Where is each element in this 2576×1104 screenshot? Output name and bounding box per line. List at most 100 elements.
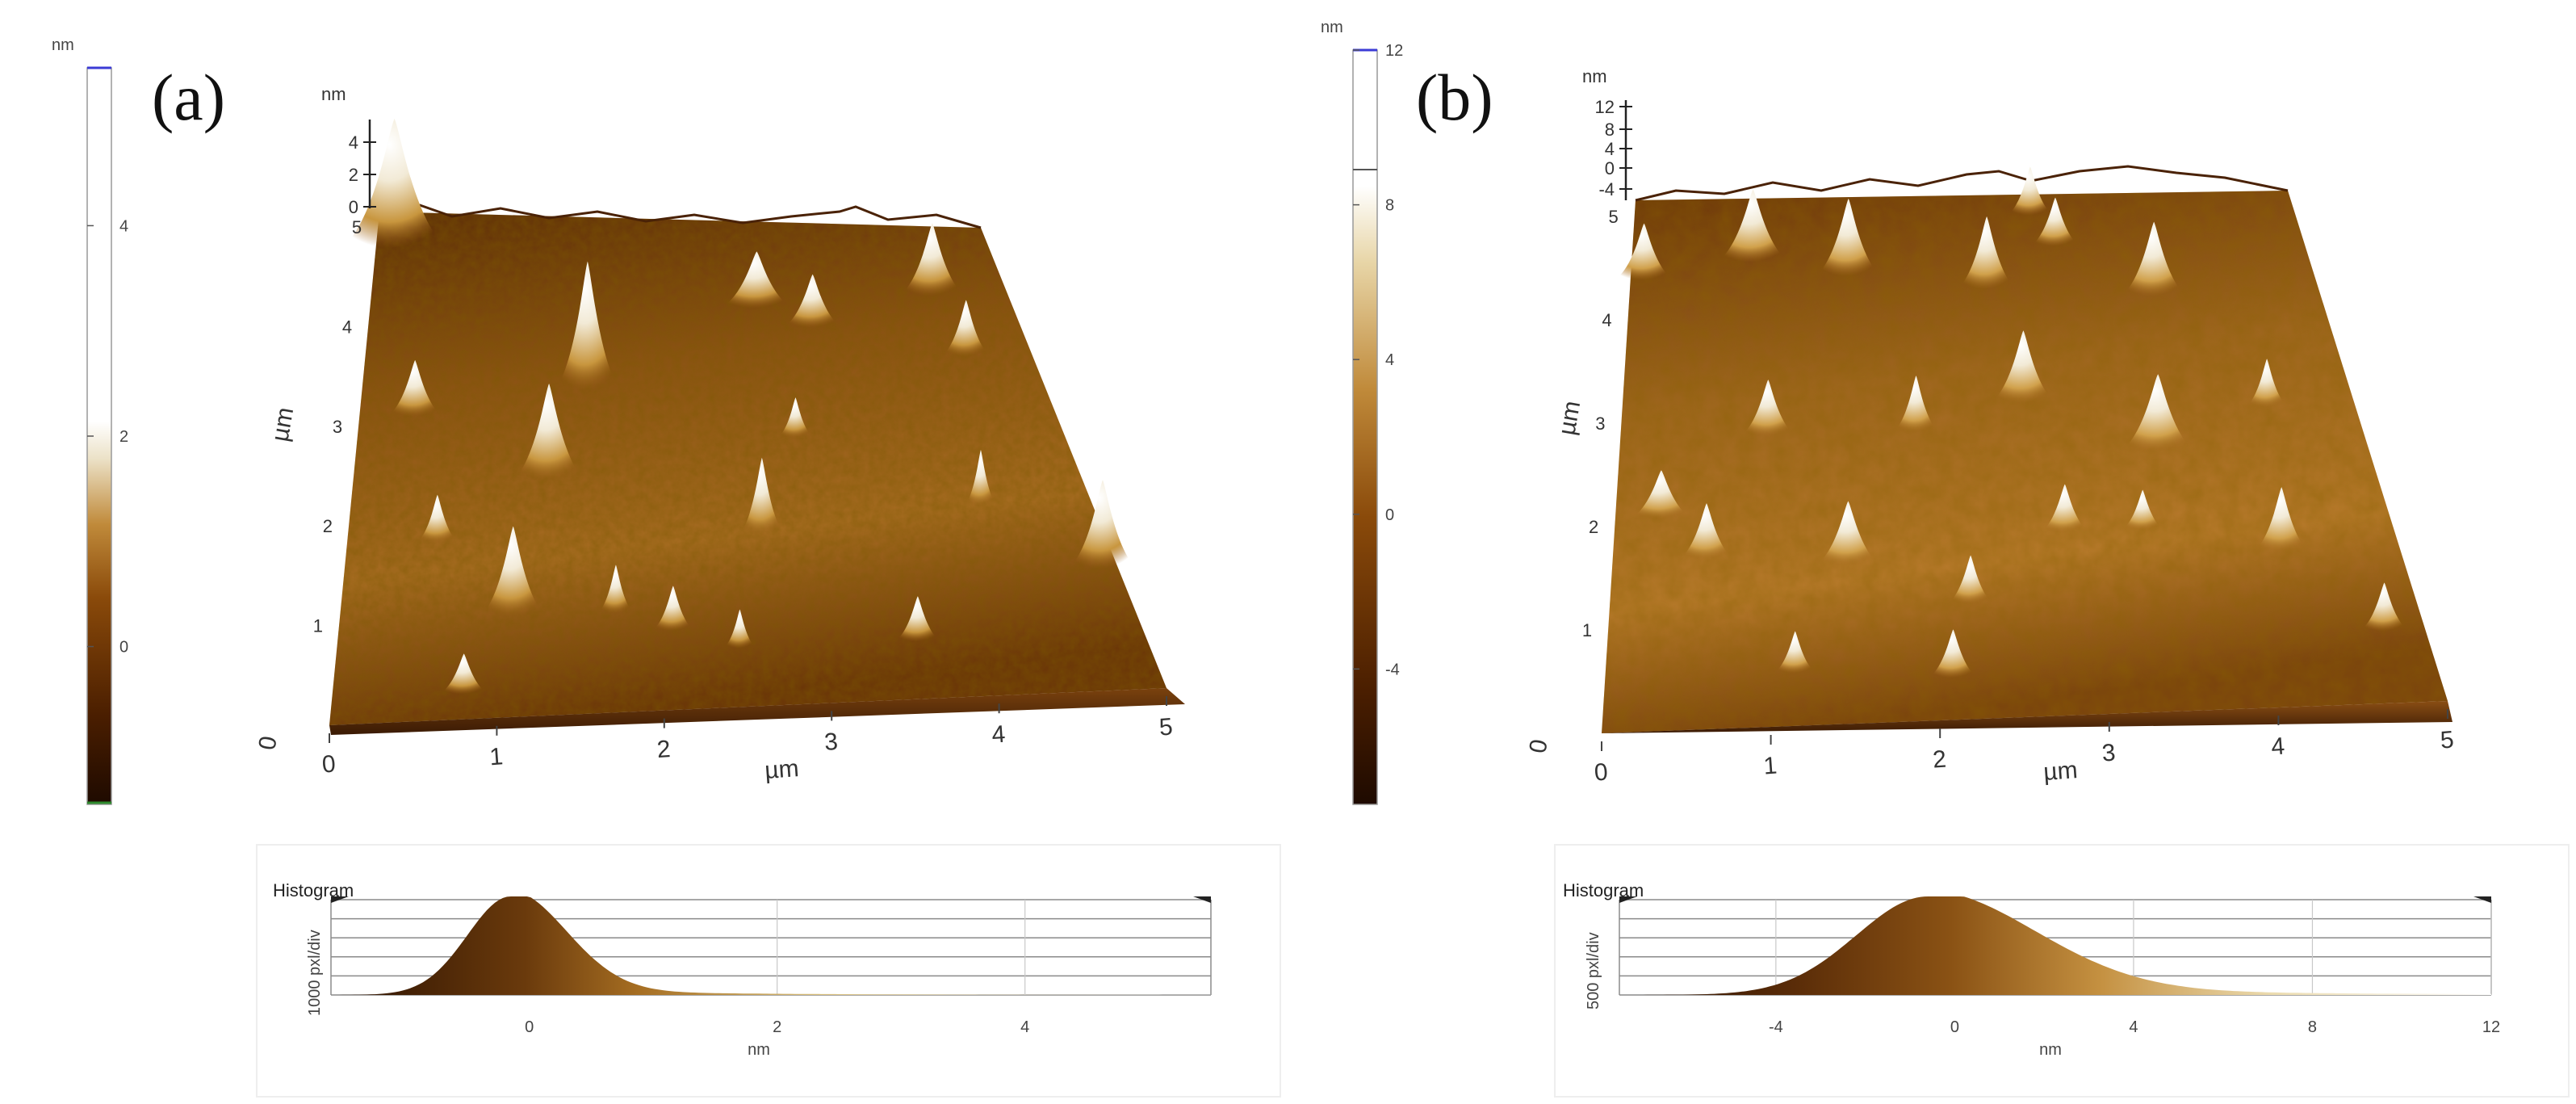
colorbar-tick-label: 0 bbox=[1385, 506, 1394, 524]
x-axis-tick-label: 5 bbox=[1158, 713, 1174, 741]
surface-peak bbox=[2121, 374, 2196, 452]
colorbar-tick-label: 4 bbox=[119, 217, 128, 235]
surface-peak bbox=[513, 384, 585, 481]
histogram-tick-label: 12 bbox=[2482, 1018, 2500, 1036]
histogram-tick-label: 2 bbox=[773, 1018, 781, 1036]
surface-peak bbox=[651, 586, 694, 632]
surface-back-ridge-a bbox=[379, 204, 982, 229]
y-axis-tick-label: 1 bbox=[313, 616, 323, 636]
colorbar-tick-label: -4 bbox=[1385, 661, 1400, 678]
histogram-range-marker-low[interactable] bbox=[331, 896, 349, 903]
surface-peak bbox=[480, 526, 546, 617]
x-axis-tick-label: 2 bbox=[656, 736, 672, 763]
x-axis-tick-label: 4 bbox=[991, 721, 1006, 749]
histogram-xlabel-a: nm bbox=[748, 1041, 770, 1059]
surface-peak bbox=[777, 397, 814, 439]
histogram-range-marker-high[interactable] bbox=[1193, 896, 1211, 903]
surface-peak bbox=[1774, 631, 1816, 674]
surface-peak bbox=[1816, 198, 1881, 276]
y-axis-tick-label: 3 bbox=[333, 417, 342, 437]
y-axis-ticks-b: 1 2 3 4 5 bbox=[1582, 207, 1619, 640]
colorbar-tick-label: 0 bbox=[119, 639, 128, 657]
colorbar-tick-label: 12 bbox=[1385, 42, 1403, 60]
z-axis-unit-b: nm bbox=[1582, 66, 1607, 86]
y-axis-tick-label: 4 bbox=[342, 317, 352, 337]
y-axis-tick-label: 1 bbox=[1582, 620, 1592, 640]
z-axis-b: nm 12 840-4 bbox=[1582, 66, 1632, 200]
colorbar-tick-label: 2 bbox=[119, 428, 128, 446]
histogram-ylabel-a: 1000 pxl/div bbox=[306, 930, 324, 1016]
y-axis-tick-label: 5 bbox=[352, 217, 362, 237]
z-axis-unit-a: nm bbox=[321, 84, 346, 104]
histogram-plot-a: 0 2 4 bbox=[330, 896, 1212, 1036]
surface-peak bbox=[1615, 223, 1673, 280]
colorbar-tick-label: 8 bbox=[1385, 197, 1394, 215]
afm-surface-b bbox=[1602, 165, 2452, 733]
surface-peaks-a bbox=[342, 118, 1137, 695]
x-axis-tick-label: 4 bbox=[2270, 733, 2285, 760]
surface-peak bbox=[2030, 197, 2080, 246]
x-axis-tick-label: 0 bbox=[321, 750, 337, 778]
y-axis-label-b: µm bbox=[1553, 399, 1585, 437]
surface-peak bbox=[941, 300, 991, 357]
x-axis-tick-label: 5 bbox=[2440, 726, 2455, 753]
surface-peak bbox=[723, 609, 756, 649]
panel-label-a: (a) bbox=[152, 61, 225, 134]
z-axis-a: nm 4 2 0 bbox=[321, 84, 376, 217]
x-axis-label-b: µm bbox=[2042, 757, 2078, 786]
surface-texture-b bbox=[1602, 191, 2448, 733]
histogram-tick-label: 0 bbox=[525, 1018, 534, 1036]
y-axis-tick-label: 2 bbox=[323, 516, 333, 536]
surface-peak bbox=[2360, 582, 2409, 632]
histogram-ylabel-b: 500 pxl/div bbox=[1585, 932, 1602, 1010]
panel-a-figure: (a) nm 4 2 0 nm 4 2 0 µm 1 2 3 4 5 bbox=[52, 36, 1281, 1098]
colorbar-unit-a: nm bbox=[52, 36, 74, 54]
afm-surface-a bbox=[329, 118, 1185, 735]
histogram-distribution bbox=[331, 896, 1211, 995]
surface-peak bbox=[964, 449, 997, 506]
histogram-distribution bbox=[1619, 896, 2491, 995]
colorbar-tick-label: 4 bbox=[1385, 351, 1394, 369]
y-axis-a: µm 1 2 3 4 5 bbox=[266, 217, 362, 636]
histogram-range-marker-low[interactable] bbox=[1619, 896, 1637, 903]
y-axis-tick-label: 3 bbox=[1595, 413, 1605, 434]
corner-zero-a: 0 bbox=[253, 734, 282, 752]
x-axis-b: 0 1 2 3 4 5 µm 0 bbox=[1524, 709, 2455, 787]
histogram-range-marker-high[interactable] bbox=[2473, 896, 2491, 903]
surface-peak bbox=[739, 457, 785, 535]
y-axis-tick-label: 4 bbox=[1602, 310, 1611, 330]
histogram-frame-a bbox=[256, 844, 1281, 1098]
surface-peak bbox=[1948, 555, 1994, 604]
z-axis-tick-label: 0 bbox=[1605, 158, 1615, 178]
z-axis-ticks-b: 12 840-4 bbox=[1595, 97, 1632, 199]
colorbar-gradient-b bbox=[1352, 49, 1378, 805]
colorbar-unit-b: nm bbox=[1321, 19, 1343, 36]
surface-peak bbox=[1630, 470, 1692, 519]
z-axis-tick-label: 0 bbox=[349, 197, 358, 217]
surface-peak bbox=[1740, 380, 1796, 437]
surface-peak bbox=[1929, 629, 1978, 678]
y-axis-ticks-a: 1 2 3 4 5 bbox=[313, 217, 362, 636]
colorbar-a: nm 4 2 0 bbox=[52, 36, 128, 805]
surface-peak bbox=[387, 359, 443, 417]
surface-peak bbox=[894, 596, 940, 642]
surface-peak bbox=[2122, 489, 2164, 531]
surface-peak bbox=[1893, 376, 1939, 433]
x-axis-tick-label: 3 bbox=[823, 728, 839, 756]
histogram-xlabel-b: nm bbox=[2039, 1041, 2062, 1059]
x-axis-tick-label: 3 bbox=[2101, 739, 2117, 766]
x-axis-ticks-a: 0 1 2 3 4 5 bbox=[321, 696, 1174, 779]
surface-peaks-b bbox=[1615, 166, 2409, 678]
histogram-tick-label: 8 bbox=[2308, 1018, 2317, 1036]
histogram-plot-b: -4 0 4 8 12 bbox=[1619, 896, 2500, 1036]
surface-peak bbox=[899, 223, 965, 296]
z-axis-tick-label: 4 bbox=[1605, 139, 1615, 159]
surface-peak bbox=[1678, 503, 1734, 560]
x-axis-a: 0 1 2 3 4 5 µm 0 bbox=[253, 696, 1174, 784]
surface-peak bbox=[2254, 487, 2310, 552]
y-axis-label-a: µm bbox=[266, 405, 299, 443]
x-axis-label-a: µm bbox=[764, 755, 799, 784]
surface-peak bbox=[597, 565, 634, 614]
